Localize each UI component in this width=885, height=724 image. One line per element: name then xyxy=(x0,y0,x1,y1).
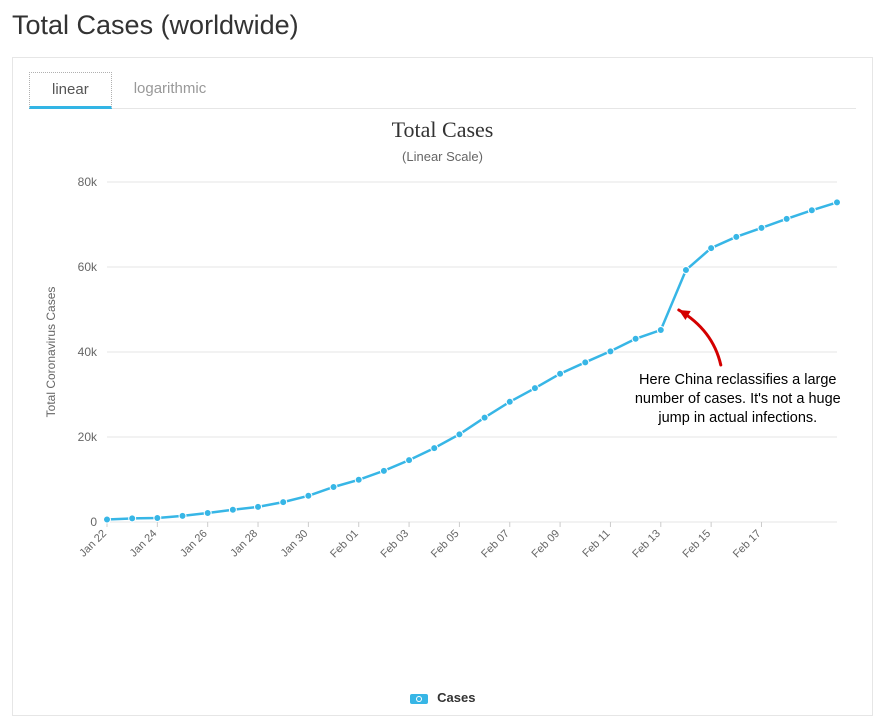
svg-text:Jan 30: Jan 30 xyxy=(279,528,311,560)
tab-logarithmic[interactable]: logarithmic xyxy=(112,72,229,108)
svg-text:Feb 09: Feb 09 xyxy=(530,528,563,561)
svg-text:Jan 24: Jan 24 xyxy=(128,528,160,560)
tab-linear[interactable]: linear xyxy=(29,72,112,109)
svg-text:20k: 20k xyxy=(78,430,98,444)
svg-text:0: 0 xyxy=(90,515,97,529)
svg-text:60k: 60k xyxy=(78,260,98,274)
svg-text:Feb 13: Feb 13 xyxy=(630,528,663,561)
svg-text:Feb 05: Feb 05 xyxy=(429,528,462,561)
svg-text:Feb 07: Feb 07 xyxy=(479,528,512,561)
svg-text:Feb 15: Feb 15 xyxy=(681,528,714,561)
page-title: Total Cases (worldwide) xyxy=(12,10,873,41)
chart-card: linear logarithmic Total Cases (Linear S… xyxy=(12,57,873,716)
svg-text:Feb 11: Feb 11 xyxy=(580,528,612,560)
svg-text:Jan 22: Jan 22 xyxy=(77,528,109,560)
svg-text:Jan 26: Jan 26 xyxy=(178,528,210,560)
chart-title: Total Cases xyxy=(29,117,856,143)
svg-text:Feb 17: Feb 17 xyxy=(731,528,764,561)
svg-text:Feb 01: Feb 01 xyxy=(328,528,361,561)
svg-text:Feb 03: Feb 03 xyxy=(378,528,411,561)
svg-text:Jan 28: Jan 28 xyxy=(228,528,260,560)
scale-tabs: linear logarithmic xyxy=(29,72,856,109)
svg-text:80k: 80k xyxy=(78,175,98,189)
legend-swatch-icon xyxy=(410,694,428,704)
svg-text:Total Coronavirus Cases: Total Coronavirus Cases xyxy=(44,287,58,418)
legend: Cases xyxy=(29,690,856,705)
chart-area: 0 20k 40k 60k 80k Total Coronavirus Cases Jan … xyxy=(29,164,856,684)
svg-text:40k: 40k xyxy=(78,345,98,359)
annotation-text: Here China reclassifies a large number o… xyxy=(623,371,853,428)
chart-subtitle: (Linear Scale) xyxy=(29,149,856,164)
legend-label: Cases xyxy=(437,690,475,705)
